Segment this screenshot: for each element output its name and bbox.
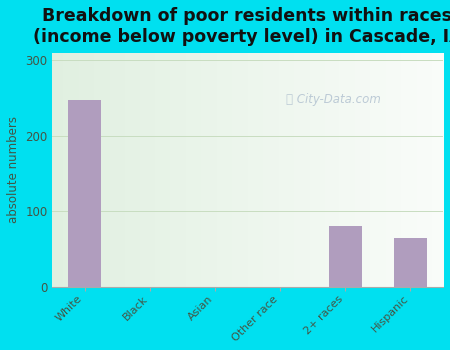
Y-axis label: absolute numbers: absolute numbers — [7, 116, 20, 223]
Bar — [394, 238, 427, 287]
Bar — [68, 100, 101, 287]
Bar — [329, 226, 361, 287]
Title: Breakdown of poor residents within races
(income below poverty level) in Cascade: Breakdown of poor residents within races… — [33, 7, 450, 46]
Text: ⓘ City-Data.com: ⓘ City-Data.com — [286, 93, 381, 106]
